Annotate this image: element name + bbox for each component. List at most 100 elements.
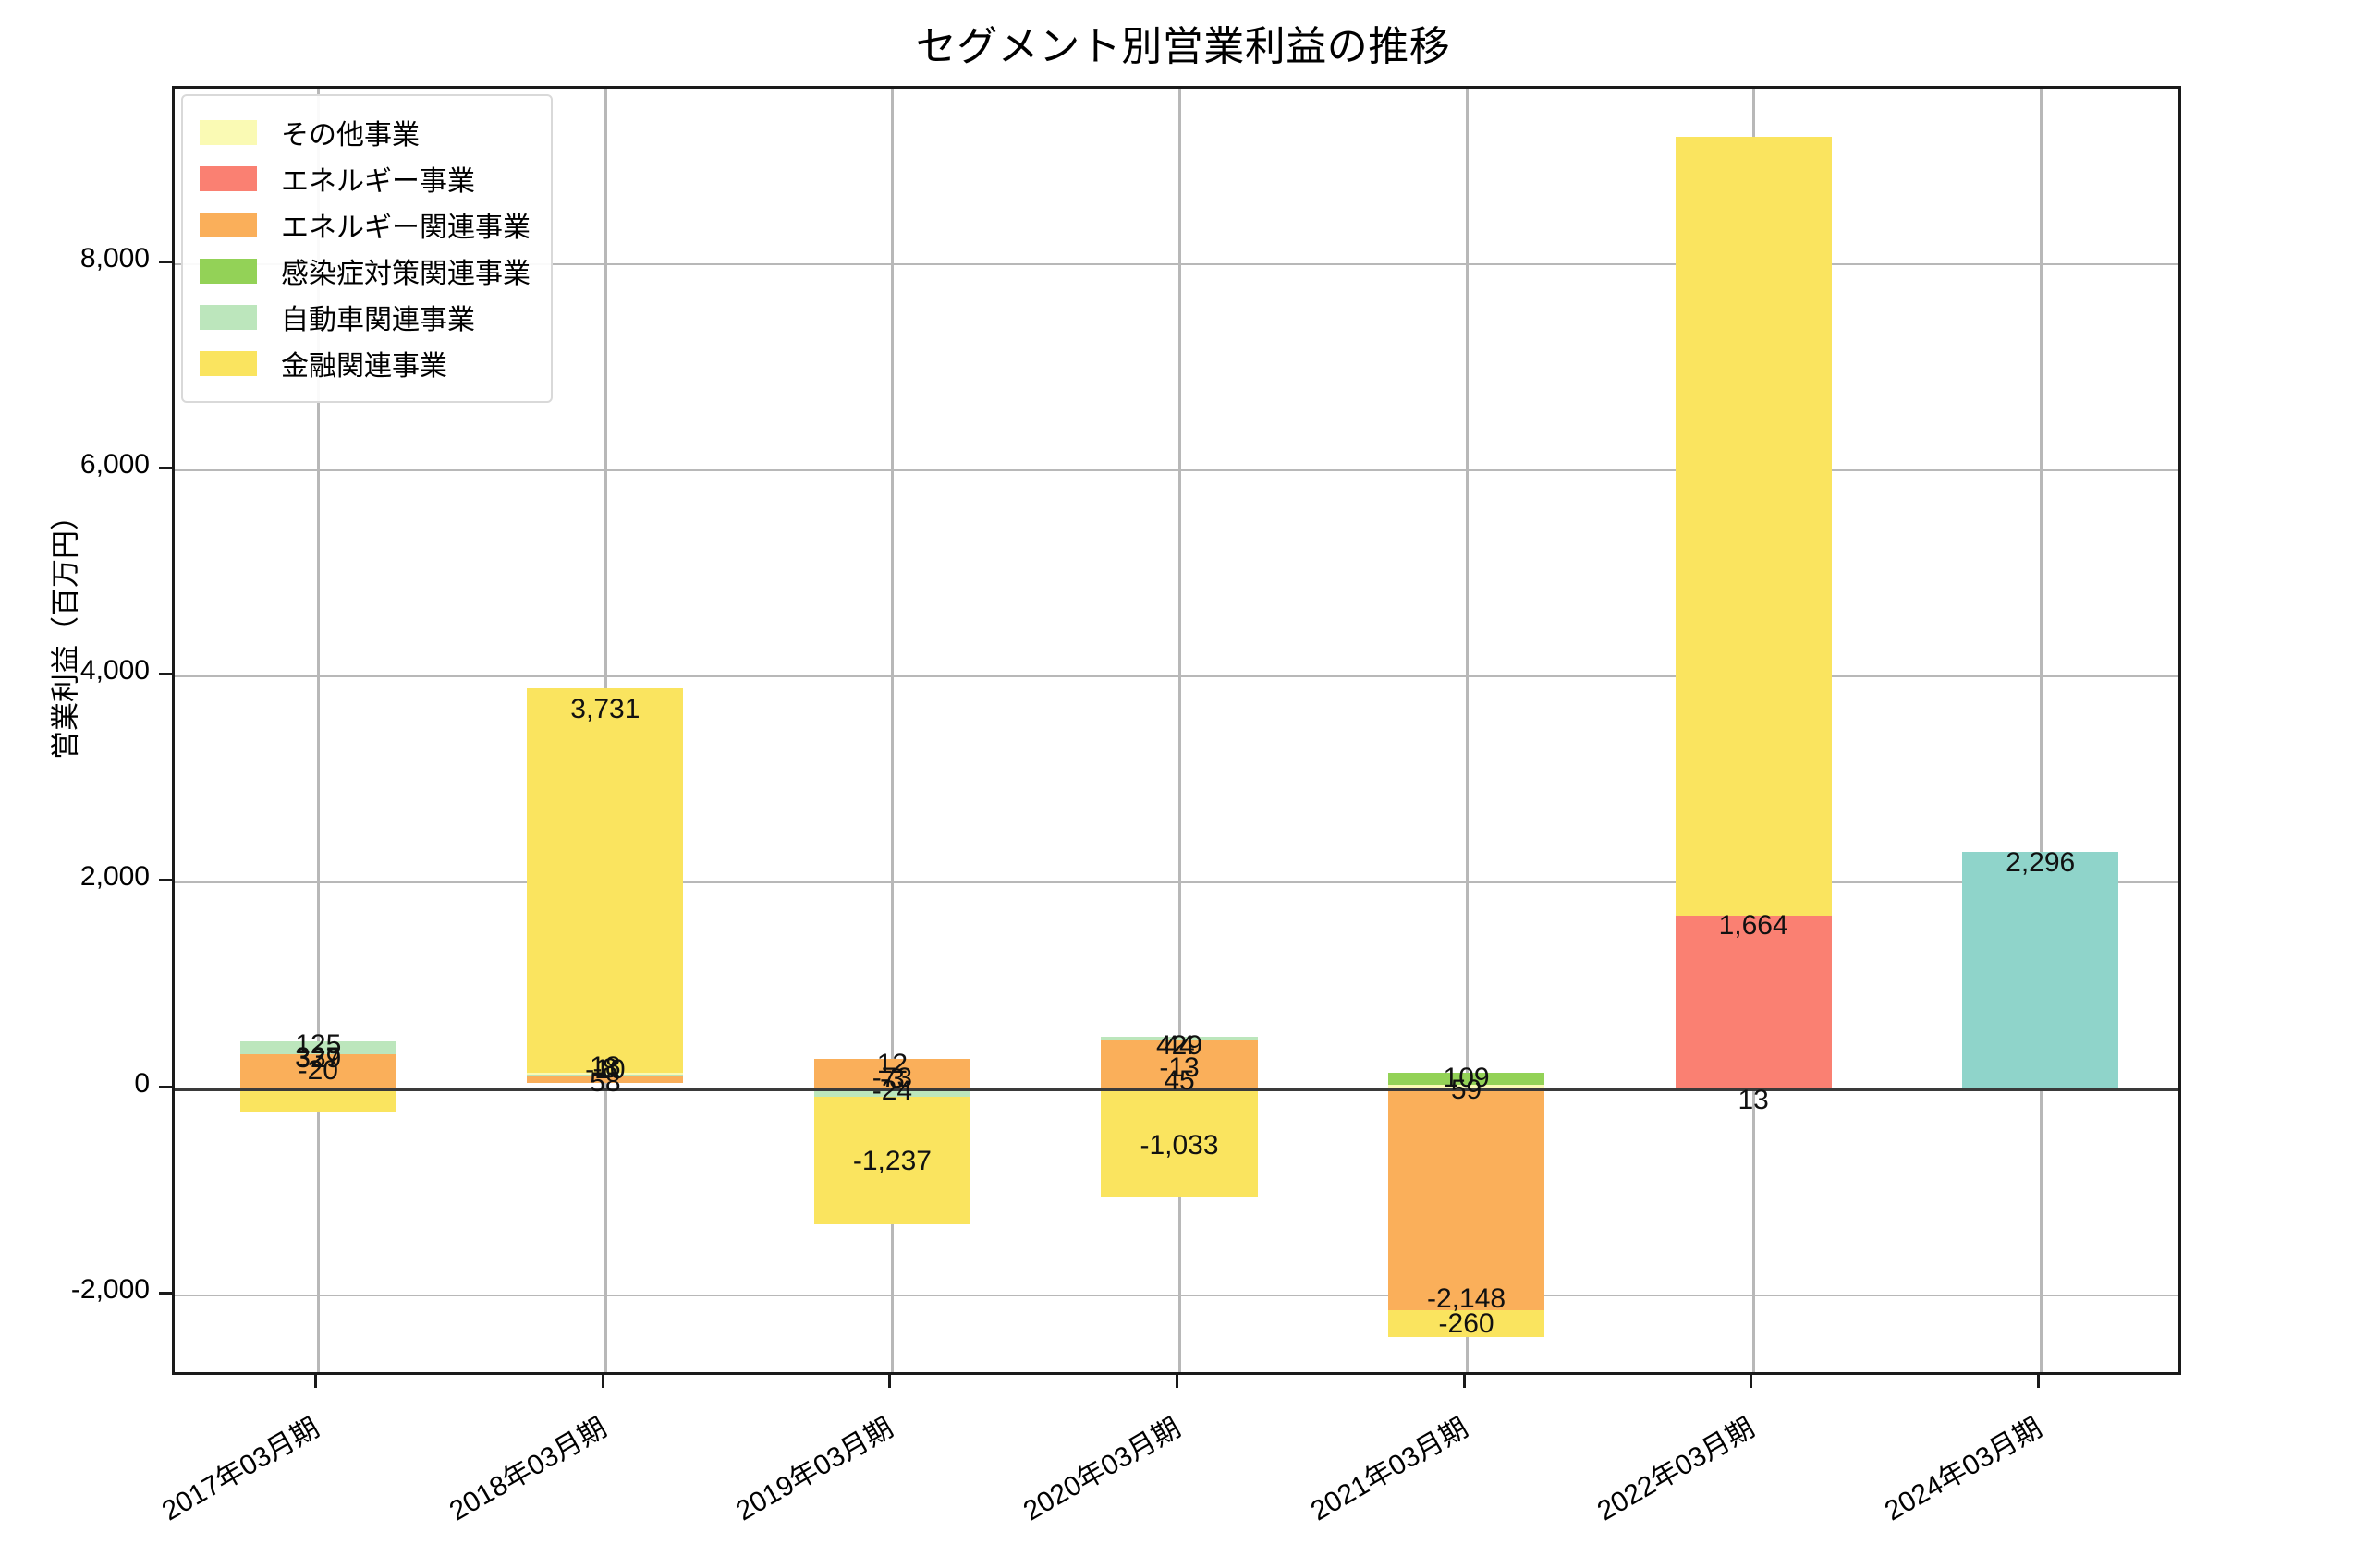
legend-item[interactable]: その他事業 [200,109,534,155]
legend-swatch-icon [200,165,257,191]
x-tick-label: 2017年03月期 [157,1412,325,1527]
bar-segment[interactable] [527,1072,684,1075]
y-tick-label: 8,000 [79,242,150,273]
bar-segment[interactable] [1101,1040,1258,1089]
bar-segment[interactable] [1962,852,2119,1089]
bar-segment[interactable] [527,687,684,1073]
x-tick-mark [601,1375,604,1388]
bar-segment[interactable] [813,1097,971,1225]
bar-value-label: 3,731 [570,693,640,724]
x-tick-label: 2018年03月期 [444,1412,612,1527]
bar-value-label: -1,237 [852,1145,932,1176]
legend-label: エネルギー事業 [281,166,475,197]
bar-value-label: 44 [1164,1030,1195,1062]
x-tick-label: 2019年03月期 [731,1412,899,1527]
x-tick-label: 2020年03月期 [1018,1412,1186,1527]
bar-value-label: 13 [1738,1084,1769,1115]
bar-value-label: 125 [295,1029,342,1061]
y-tick-label: 6,000 [79,448,150,480]
legend-item[interactable]: エネルギー事業 [200,155,534,201]
bar-segment[interactable] [1387,1088,1545,1311]
bar-value-label: -10 [585,1053,626,1085]
gridline-horizontal [175,675,2178,678]
bar-value-label: -13 [1159,1051,1200,1083]
bar-value-label: 1,664 [1718,909,1788,941]
bar-segment[interactable] [1101,1088,1258,1197]
gridline-horizontal [175,881,2178,884]
x-tick-mark [888,1375,892,1388]
gridline-vertical [891,89,895,1372]
bar-value-label: 58 [590,1066,621,1098]
bar-value-label: 12 [876,1048,909,1079]
y-tick-label: 0 [134,1067,150,1099]
bar-value-label: 109 [1443,1062,1490,1093]
gridline-vertical [317,89,321,1372]
gridline-vertical [1465,89,1469,1372]
x-tick-mark [1176,1375,1178,1388]
bar-value-label: 337 [295,1042,342,1074]
gridline-horizontal [175,468,2178,471]
y-tick-mark [159,466,172,469]
legend-item[interactable]: 感染症対策関連事業 [200,248,534,294]
bar-value-label: -8 [592,1052,618,1084]
legend-swatch-icon [200,119,257,145]
bar-segment[interactable] [1387,1310,1545,1338]
bar-value-label: -73 [872,1062,913,1093]
bar-segment[interactable] [239,1088,396,1112]
bar-segment[interactable] [1387,1072,1545,1086]
bar-value-label: -24 [872,1076,913,1107]
legend-item[interactable]: エネルギー関連事業 [200,201,534,248]
bar-segment[interactable] [1675,136,1832,917]
bar-segment[interactable] [1675,916,1832,1088]
bar-value-label: 45 [1164,1065,1195,1097]
bar-value-label: -1,033 [1140,1130,1219,1161]
y-tick-label: 4,000 [79,655,150,687]
bar-value-label: 59 [1450,1075,1482,1106]
y-axis-title: 営業利益（百万円） [49,502,82,760]
x-tick-mark [2036,1375,2040,1388]
legend-swatch-icon [200,258,257,284]
zero-axis-line [175,1088,2178,1091]
chart-title: セグメント別営業利益の推移 [915,24,1451,69]
legend-label: エネルギー関連事業 [281,213,531,243]
bar-segment[interactable] [527,1074,684,1076]
x-tick-mark [1750,1375,1753,1388]
plot-area: 125 337 329 -20 3,731 18 -8 -10 58 12 -73 -3 -24 -1,2… [175,89,2178,1372]
legend-label: 金融関連事業 [281,351,447,382]
y-tick-mark [159,879,172,882]
bar-value-label: 329 [295,1042,342,1074]
bar-value-label: 429 [1155,1029,1203,1061]
x-tick-label: 2022年03月期 [1592,1412,1761,1527]
legend-label: 感染症対策関連事業 [281,259,531,289]
gridline-vertical [2039,89,2043,1372]
y-tick-label: -2,000 [70,1273,150,1305]
y-tick-mark [159,1085,172,1088]
bar-value-label: 2,296 [2006,847,2076,879]
x-tick-label: 2021年03月期 [1305,1412,1473,1527]
legend-swatch-icon [200,304,257,330]
gridline-vertical [1178,89,1181,1372]
legend-item[interactable]: 自動車関連事業 [200,294,534,340]
gridline-horizontal [175,262,2178,265]
bar-value-label: -20 [298,1054,338,1086]
legend-swatch-icon [200,350,257,376]
bar-segment[interactable] [813,1059,971,1089]
bar-segment[interactable] [1101,1036,1258,1041]
gridline-horizontal [175,1294,2178,1296]
x-tick-mark [314,1375,318,1388]
legend-item[interactable]: 金融関連事業 [200,340,534,386]
bar-segment[interactable] [1387,1085,1545,1088]
legend-label: その他事業 [281,120,420,151]
legend[interactable]: その他事業エネルギー事業エネルギー関連事業 感染症対策関連事業自動車関連事業金融関… [181,94,553,403]
bar-segment[interactable] [239,1053,396,1089]
bar-segment[interactable] [813,1088,971,1098]
x-tick-label: 2024年03月期 [1879,1412,2047,1527]
bar-value-label: -3 [880,1063,905,1094]
bar-segment[interactable] [239,1040,396,1054]
bar-segment[interactable] [527,1074,684,1084]
x-tick-mark [1462,1375,1466,1388]
y-tick-mark [159,1291,172,1295]
bar-value-label: 18 [590,1051,621,1082]
bar-value-label: -260 [1438,1307,1494,1339]
